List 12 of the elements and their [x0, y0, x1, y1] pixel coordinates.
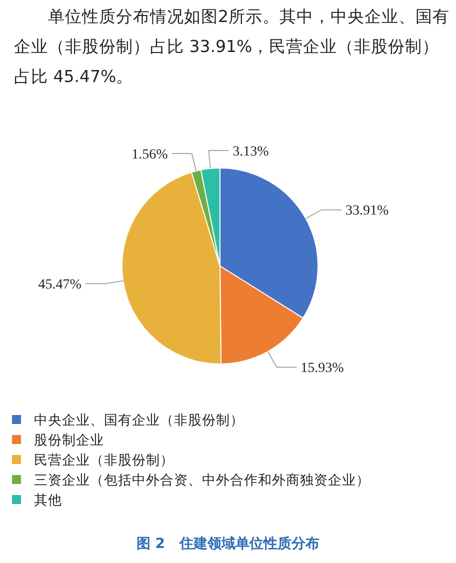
data-label: 33.91% — [345, 204, 389, 219]
legend-label: 其他 — [34, 492, 62, 509]
data-label: 15.93% — [300, 361, 344, 376]
data-label: 3.13% — [232, 144, 270, 160]
data-label: 1.56% — [132, 147, 168, 162]
legend-label: 民营企业（非股份制） — [34, 452, 174, 469]
legend-label: 三资企业（包括中外合资、中外合作和外商独资企业） — [34, 472, 370, 489]
text: 图 2 住建领域单位性质分布 — [136, 535, 320, 552]
data-label: 45.47% — [38, 278, 82, 293]
text: 单位性质分布情况如图2所示。其中，中央企业、国有企业（非股份制）占比 33.91%，民营企业（非股份制）占比 45.47%。 — [14, 7, 450, 86]
legend-label: 中央企业、国有企业（非股份制） — [34, 412, 244, 429]
legend-label: 股份制企业 — [34, 432, 104, 449]
